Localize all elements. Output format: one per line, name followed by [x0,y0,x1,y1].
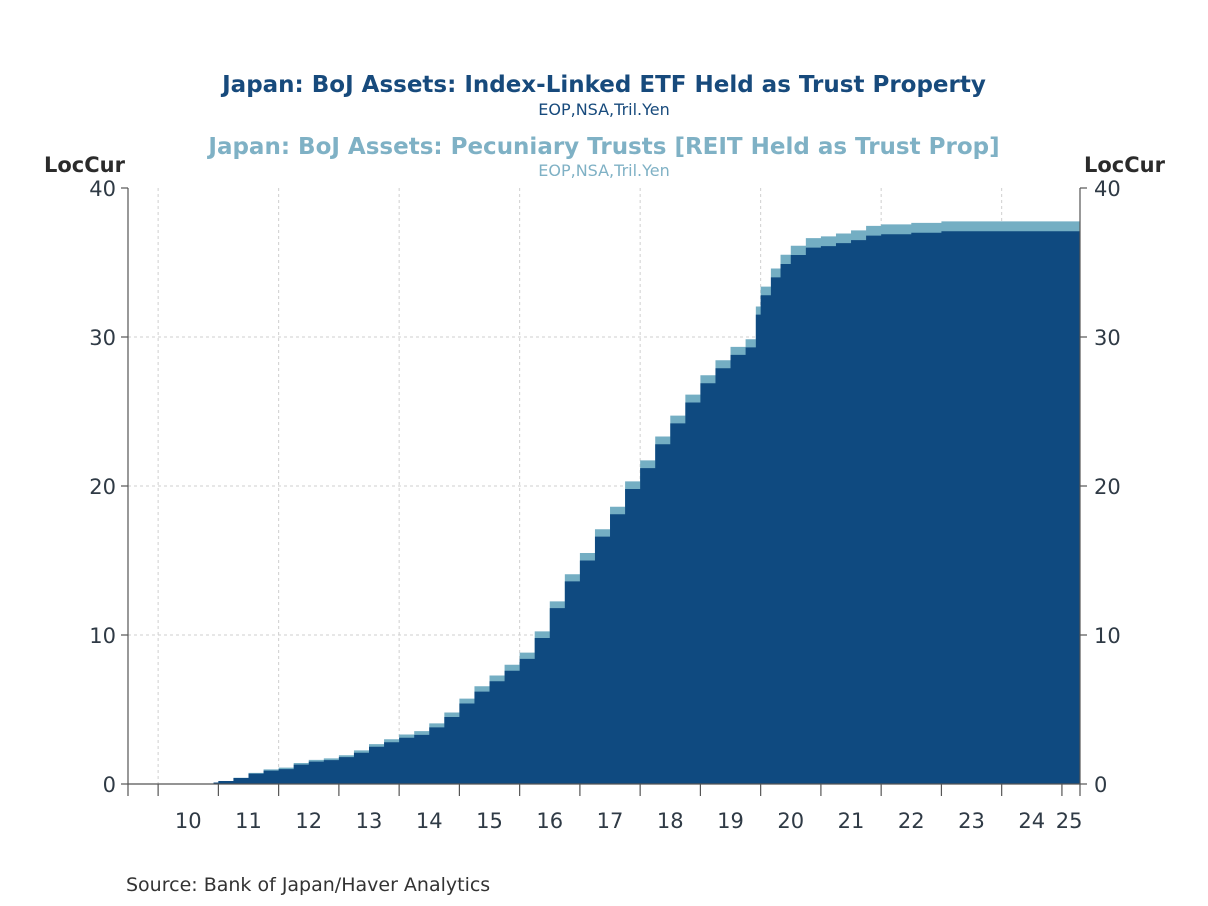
x-tick-label: 23 [958,809,985,833]
x-tick-label: 18 [657,809,684,833]
x-tick-label: 21 [838,809,865,833]
y-tick-label-left: 0 [103,773,116,797]
y-tick-label-right: 30 [1094,326,1121,350]
x-tick-label: 22 [898,809,925,833]
y-tick-label-left: 30 [89,326,116,350]
y-tick-label-right: 0 [1094,773,1107,797]
x-tick-label: 20 [777,809,804,833]
chart-subtitle: EOP,NSA,Tril.Yen [538,100,670,119]
y-axis-left-label: LocCur [44,153,126,177]
plot-area [213,221,1080,785]
y-tick-label-right: 20 [1094,475,1121,499]
y-tick-label-left: 20 [89,475,116,499]
source-note: Source: Bank of Japan/Haver Analytics [126,874,490,896]
y-tick-label-right: 40 [1094,177,1121,201]
x-tick-label: 15 [476,809,503,833]
x-tick-label: 10 [175,809,202,833]
x-tick-label: 24 [1018,809,1045,833]
y-tick-label-left: 40 [89,177,116,201]
series-etf-area [213,231,1080,784]
x-tick-label: 25 [1056,809,1083,833]
y-axis-right-label: LocCur [1084,153,1166,177]
x-tick-label: 16 [536,809,563,833]
x-tick-label: 12 [295,809,322,833]
x-tick-label: 19 [717,809,744,833]
axes: 0 0 10 10 20 20 30 30 40 40 10 11 12 13 14 15 16 17 18 19 20… [89,177,1120,833]
x-tick-label: 11 [235,809,262,833]
y-tick-label-right: 10 [1094,624,1121,648]
x-tick-label: 13 [356,809,383,833]
x-tick-label: 17 [597,809,624,833]
chart-subtitle-secondary: EOP,NSA,Tril.Yen [538,161,670,180]
chart-title-secondary: Japan: BoJ Assets: Pecuniary Trusts [REI… [206,134,999,160]
chart-title: Japan: BoJ Assets: Index-Linked ETF Held… [220,72,986,98]
x-tick-label: 14 [416,809,443,833]
y-tick-label-left: 10 [89,624,116,648]
